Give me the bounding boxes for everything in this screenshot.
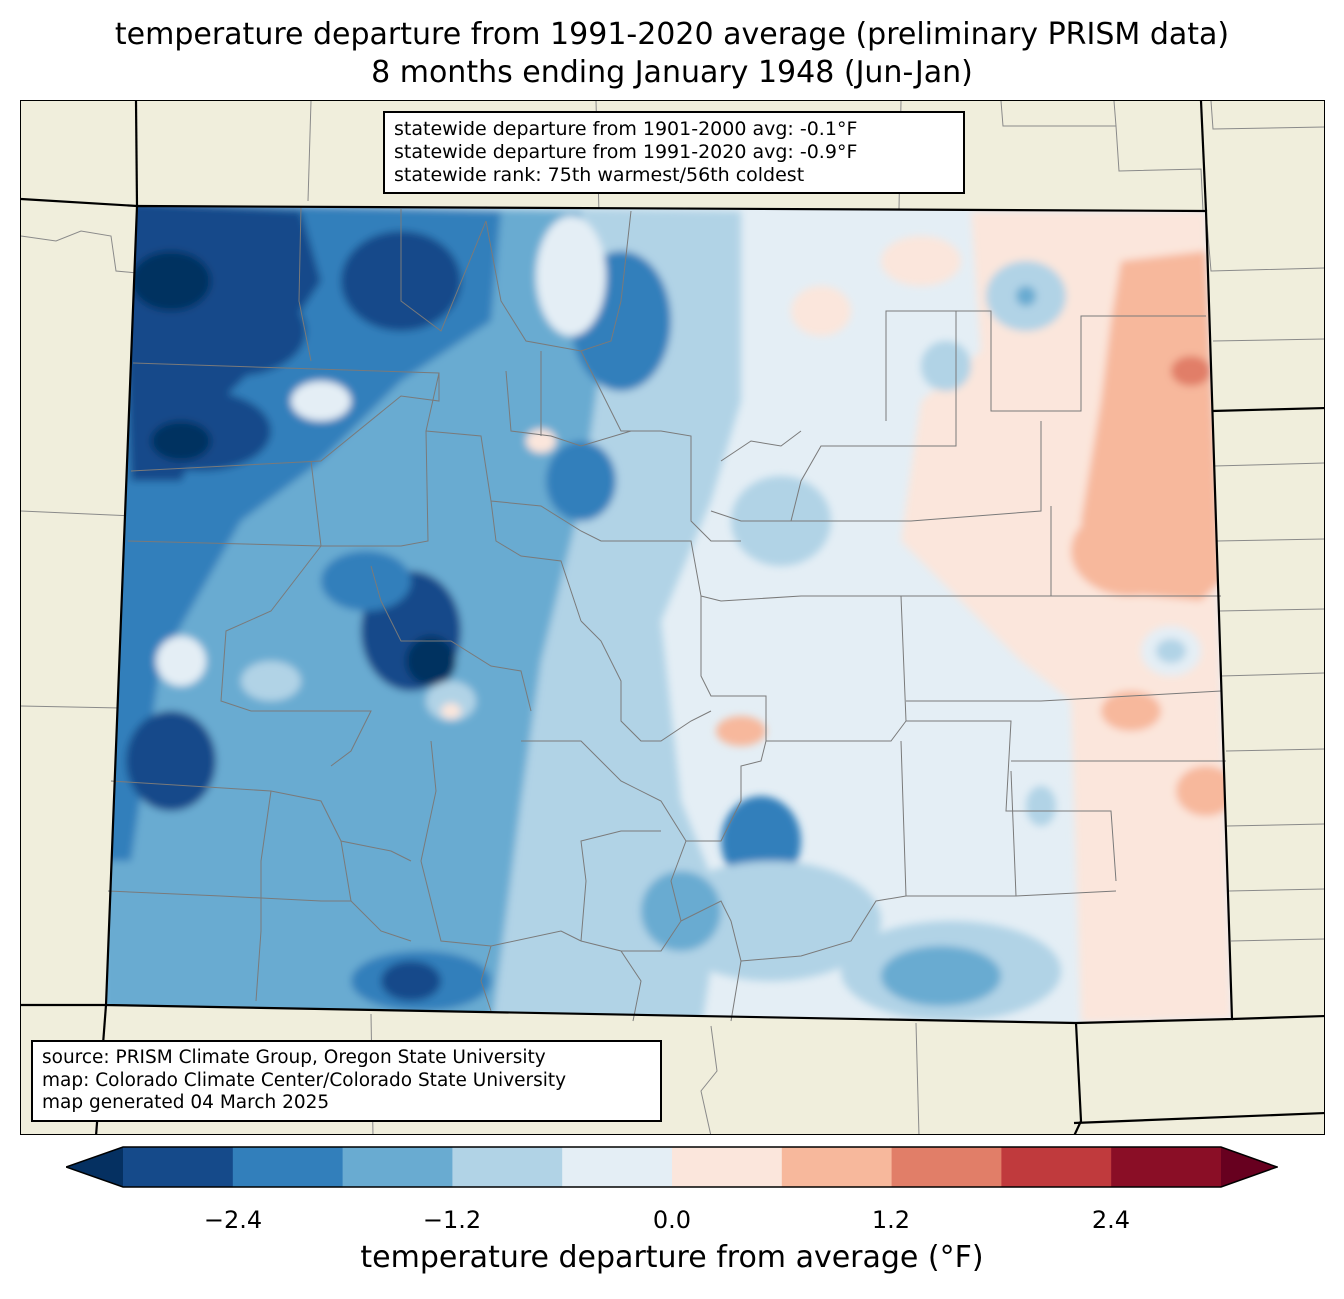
- colorbar-bin: [1001, 1147, 1112, 1187]
- colorbar-tick-1-2: 1.2: [871, 1206, 911, 1234]
- stats-line-1991-2020: statewide departure from 1991-2020 avg: …: [394, 141, 858, 163]
- colorbar-tick-0: 0.0: [652, 1206, 692, 1234]
- colorbar-bin: [1221, 1147, 1277, 1187]
- colorbar-bin: [781, 1147, 893, 1187]
- colorbar-bin: [66, 1147, 123, 1187]
- colorbar-bin: [891, 1147, 1002, 1187]
- map-title-line2: 8 months ending January 1948 (Jun-Jan): [371, 55, 973, 90]
- colorbar-bin: [123, 1147, 234, 1187]
- temperature-field: [106, 206, 1232, 1023]
- stats-line-rank: statewide rank: 75th warmest/56th coldes…: [394, 164, 805, 186]
- colorbar-bin: [562, 1147, 673, 1187]
- source-box: source: PRISM Climate Group, Oregon Stat…: [31, 1040, 662, 1122]
- stats-line-1901-2000: statewide departure from 1901-2000 avg: …: [394, 118, 858, 140]
- colorbar-bin: [672, 1147, 783, 1187]
- generated-date-line: map generated 04 March 2025: [42, 1092, 330, 1113]
- statewide-stats-box: statewide departure from 1901-2000 avg: …: [383, 111, 965, 194]
- map-title-line1: temperature departure from 1991-2020 ave…: [114, 17, 1230, 52]
- colorbar-bin: [1111, 1147, 1222, 1187]
- county-lines: [107, 205, 1226, 1022]
- source-line: source: PRISM Climate Group, Oregon Stat…: [42, 1047, 546, 1068]
- neighbor-county-lines: [21, 101, 1324, 1134]
- map-canvas: [21, 101, 1324, 1134]
- colorbar-bin: [452, 1147, 563, 1187]
- colorbar: [66, 1146, 1278, 1188]
- colorbar-bin: [232, 1147, 344, 1187]
- colorbar-bin: [342, 1147, 453, 1187]
- colorbar-label: temperature departure from average (°F): [360, 1240, 984, 1275]
- temperature-map: [20, 100, 1325, 1135]
- colorbar-tick-minus-1-2: −1.2: [422, 1206, 482, 1234]
- colorbar-tick-2-4: 2.4: [1091, 1206, 1131, 1234]
- colorbar-tick-minus-2-4: −2.4: [203, 1206, 263, 1234]
- map-credit-line: map: Colorado Climate Center/Colorado St…: [42, 1069, 567, 1091]
